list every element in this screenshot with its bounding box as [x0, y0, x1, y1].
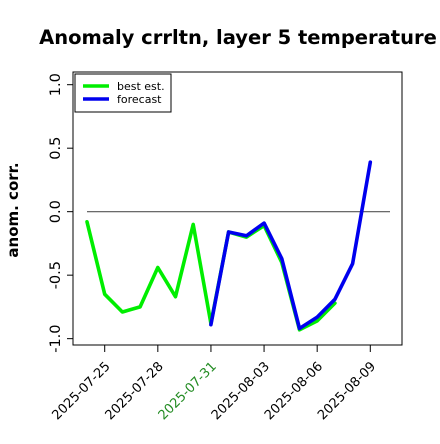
series-line-best-est [85, 220, 337, 332]
y-tick-label: 0.5 [48, 137, 64, 160]
y-tick-label: 0.0 [48, 200, 64, 223]
y-axis-label: anom. corr. [4, 162, 22, 257]
chart-title: Anomaly crrltn, layer 5 temperature [39, 26, 437, 49]
y-tick-label: 1.0 [48, 73, 64, 96]
series-line-forecast [209, 160, 373, 331]
plot-frame [72, 71, 403, 346]
y-tick-label: -0.5 [48, 261, 64, 289]
plot-area: -1.0-0.50.00.51.02025-07-252025-07-28202… [48, 71, 403, 423]
legend-label-forecast: forecast [117, 93, 162, 106]
y-tick-label: -1.0 [48, 325, 64, 353]
legend-box [74, 73, 172, 113]
legend-label-best-est: best est. [117, 80, 165, 93]
